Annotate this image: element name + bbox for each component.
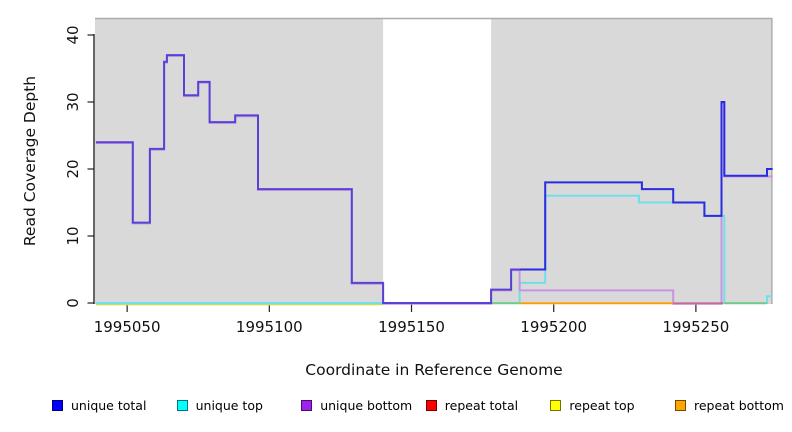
legend-swatch-icon (550, 400, 562, 411)
legend-item-repeat-total: repeat total (425, 398, 519, 413)
x-tick-label: 1995100 (235, 318, 303, 336)
legend-label: unique top (195, 398, 263, 413)
y-tick-label: 40 (64, 25, 82, 45)
y-tick-label: 20 (64, 159, 82, 179)
legend-swatch-icon (52, 400, 63, 411)
x-tick-label: 1995250 (662, 318, 730, 336)
series-unique-total-line (95, 54, 520, 304)
legend-label: repeat bottom (694, 398, 784, 413)
legend-swatch-icon (176, 400, 188, 411)
x-tick-label: 1995150 (378, 318, 445, 336)
y-tick-label: 30 (64, 92, 82, 112)
legend-swatch-icon (425, 400, 437, 411)
legend-label: unique total (71, 398, 147, 413)
y-tick-label: 10 (64, 226, 82, 246)
series-unique-total-line (519, 101, 773, 271)
legend-label: unique bottom (320, 398, 413, 413)
legend-item-repeat-top: repeat top (550, 398, 635, 413)
legend-item-unique-top: unique top (176, 398, 263, 413)
y-axis-title: Read Coverage Depth (21, 75, 39, 247)
y-tick-label: 0 (64, 298, 82, 308)
legend-item-unique-total: unique total (52, 399, 146, 413)
legend-swatch-icon (675, 400, 686, 411)
legend-item-repeat-bottom: repeat bottom (675, 399, 784, 413)
x-tick-label: 1995200 (520, 318, 588, 336)
x-axis-title: Coordinate in Reference Genome (305, 361, 563, 379)
legend-label: repeat total (444, 398, 519, 413)
x-tick-label: 1995050 (93, 318, 161, 336)
legend-label: repeat top (569, 398, 635, 413)
legend-item-unique-bottom: unique bottom (301, 399, 412, 413)
masked-region (383, 19, 492, 304)
legend-swatch-icon (301, 400, 313, 411)
